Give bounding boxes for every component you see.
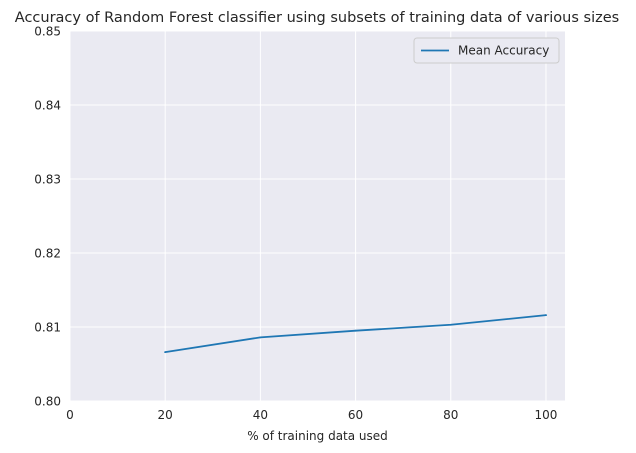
x-tick-label: 20 [158, 408, 173, 422]
data-point [545, 314, 547, 317]
legend-label-mean-accuracy: Mean Accuracy [458, 44, 549, 58]
legend-box [413, 37, 560, 64]
data-point [354, 329, 357, 332]
x-tick-label: 40 [253, 408, 268, 422]
y-gridlines [70, 30, 565, 402]
data-point [449, 323, 452, 326]
y-tick-label: 0.85 [34, 25, 61, 39]
data-point [164, 351, 167, 354]
series-layer [164, 314, 547, 354]
chart-title: Accuracy of Random Forest classifier usi… [15, 10, 619, 26]
y-tick-label: 0.82 [34, 247, 61, 261]
x-tick-label: 80 [443, 408, 458, 422]
y-tick-labels: 0.80 0.81 0.82 0.83 0.84 0.85 [34, 25, 61, 409]
legend: Mean Accuracy [413, 37, 560, 64]
data-point [259, 336, 262, 339]
plot-background [70, 31, 565, 401]
y-tick-label: 0.81 [34, 321, 61, 335]
y-tick-label: 0.83 [34, 173, 61, 187]
x-tick-label: 100 [535, 408, 558, 422]
y-tick-label: 0.84 [34, 99, 61, 113]
x-tick-label: 0 [66, 408, 74, 422]
y-tick-label: 0.80 [34, 395, 61, 409]
x-tick-label: 60 [348, 408, 363, 422]
x-tick-labels: 0 20 40 60 80 100 [66, 408, 557, 422]
x-gridlines [69, 31, 547, 401]
x-axis-label: % of training data used [247, 429, 388, 443]
